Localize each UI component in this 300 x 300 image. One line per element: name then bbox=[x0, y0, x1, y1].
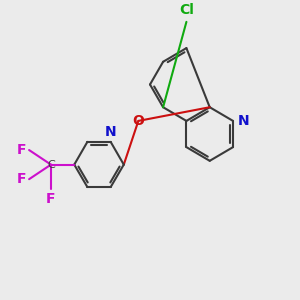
Text: O: O bbox=[132, 114, 144, 128]
Text: Cl: Cl bbox=[179, 4, 194, 17]
Text: N: N bbox=[237, 114, 249, 128]
Text: F: F bbox=[17, 143, 26, 157]
Text: C: C bbox=[47, 160, 55, 170]
Text: N: N bbox=[105, 125, 116, 139]
Text: F: F bbox=[46, 192, 56, 206]
Text: F: F bbox=[17, 172, 26, 186]
